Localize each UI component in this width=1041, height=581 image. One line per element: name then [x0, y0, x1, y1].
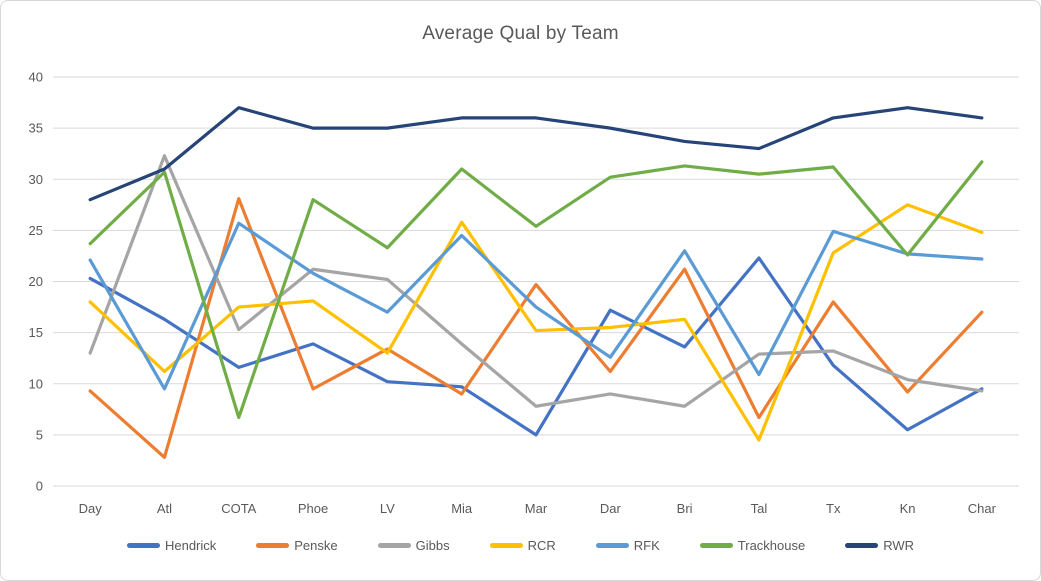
legend-swatch: [845, 543, 879, 548]
legend-swatch: [126, 543, 160, 548]
legend-item-trackhouse[interactable]: Trackhouse: [699, 538, 806, 553]
x-axis-label: Dar: [600, 501, 622, 516]
legend-label: Gibbs: [415, 538, 450, 553]
legend-label: Trackhouse: [737, 538, 806, 553]
legend-swatch: [595, 543, 629, 548]
x-axis-label: Phoe: [298, 501, 328, 516]
y-axis-tick-label: 40: [29, 70, 43, 85]
legend-swatch: [377, 543, 411, 548]
y-axis-tick-label: 30: [29, 172, 43, 187]
x-axis-label: COTA: [221, 501, 256, 516]
y-axis-tick-label: 20: [29, 274, 43, 289]
x-axis-label: Day: [79, 501, 103, 516]
x-axis-label: Kn: [900, 501, 916, 516]
legend-item-hendrick[interactable]: Hendrick: [126, 538, 217, 553]
y-axis-tick-label: 10: [29, 376, 43, 391]
series-line-rfk[interactable]: [88, 221, 984, 391]
y-axis-tick-label: 25: [29, 223, 43, 238]
legend-label: RCR: [527, 538, 556, 553]
series-line-penske[interactable]: [88, 197, 984, 459]
x-axis-label: Tx: [826, 501, 841, 516]
y-axis-tick-label: 35: [29, 121, 43, 136]
legend-item-rcr[interactable]: RCR: [489, 538, 556, 553]
legend-label: Penske: [294, 538, 338, 553]
legend-swatch: [699, 543, 733, 548]
series-line-rwr[interactable]: [88, 106, 984, 202]
legend-item-gibbs[interactable]: Gibbs: [377, 538, 450, 553]
series-line-rcr[interactable]: [88, 203, 984, 442]
chart-legend: Hendrick Penske Gibbs RCR RFK Trackhouse RWR: [1, 538, 1040, 553]
chart-title: Average Qual by Team: [422, 23, 619, 44]
y-axis-tick-label: 0: [36, 479, 43, 494]
x-axis-label: Tal: [751, 501, 768, 516]
x-axis-label: Char: [968, 501, 997, 516]
x-axis-label: Mia: [451, 501, 473, 516]
x-axis-label: LV: [380, 501, 395, 516]
legend-label: RFK: [633, 538, 660, 553]
x-axis-label: Atl: [157, 501, 172, 516]
legend-swatch: [489, 543, 523, 548]
x-axis-label: Mar: [525, 501, 548, 516]
legend-item-rwr[interactable]: RWR: [845, 538, 914, 553]
y-axis-tick-label: 5: [36, 427, 43, 442]
legend-label: Hendrick: [164, 538, 217, 553]
legend-item-rfk[interactable]: RFK: [595, 538, 660, 553]
series-line-trackhouse[interactable]: [88, 160, 984, 420]
legend-label: RWR: [883, 538, 915, 553]
legend-item-penske[interactable]: Penske: [256, 538, 338, 553]
series-line-hendrick[interactable]: [88, 256, 984, 437]
legend-swatch: [256, 543, 290, 548]
x-axis-label: Bri: [677, 501, 693, 516]
series-line-gibbs[interactable]: [88, 154, 984, 408]
y-axis-tick-label: 15: [29, 325, 43, 340]
